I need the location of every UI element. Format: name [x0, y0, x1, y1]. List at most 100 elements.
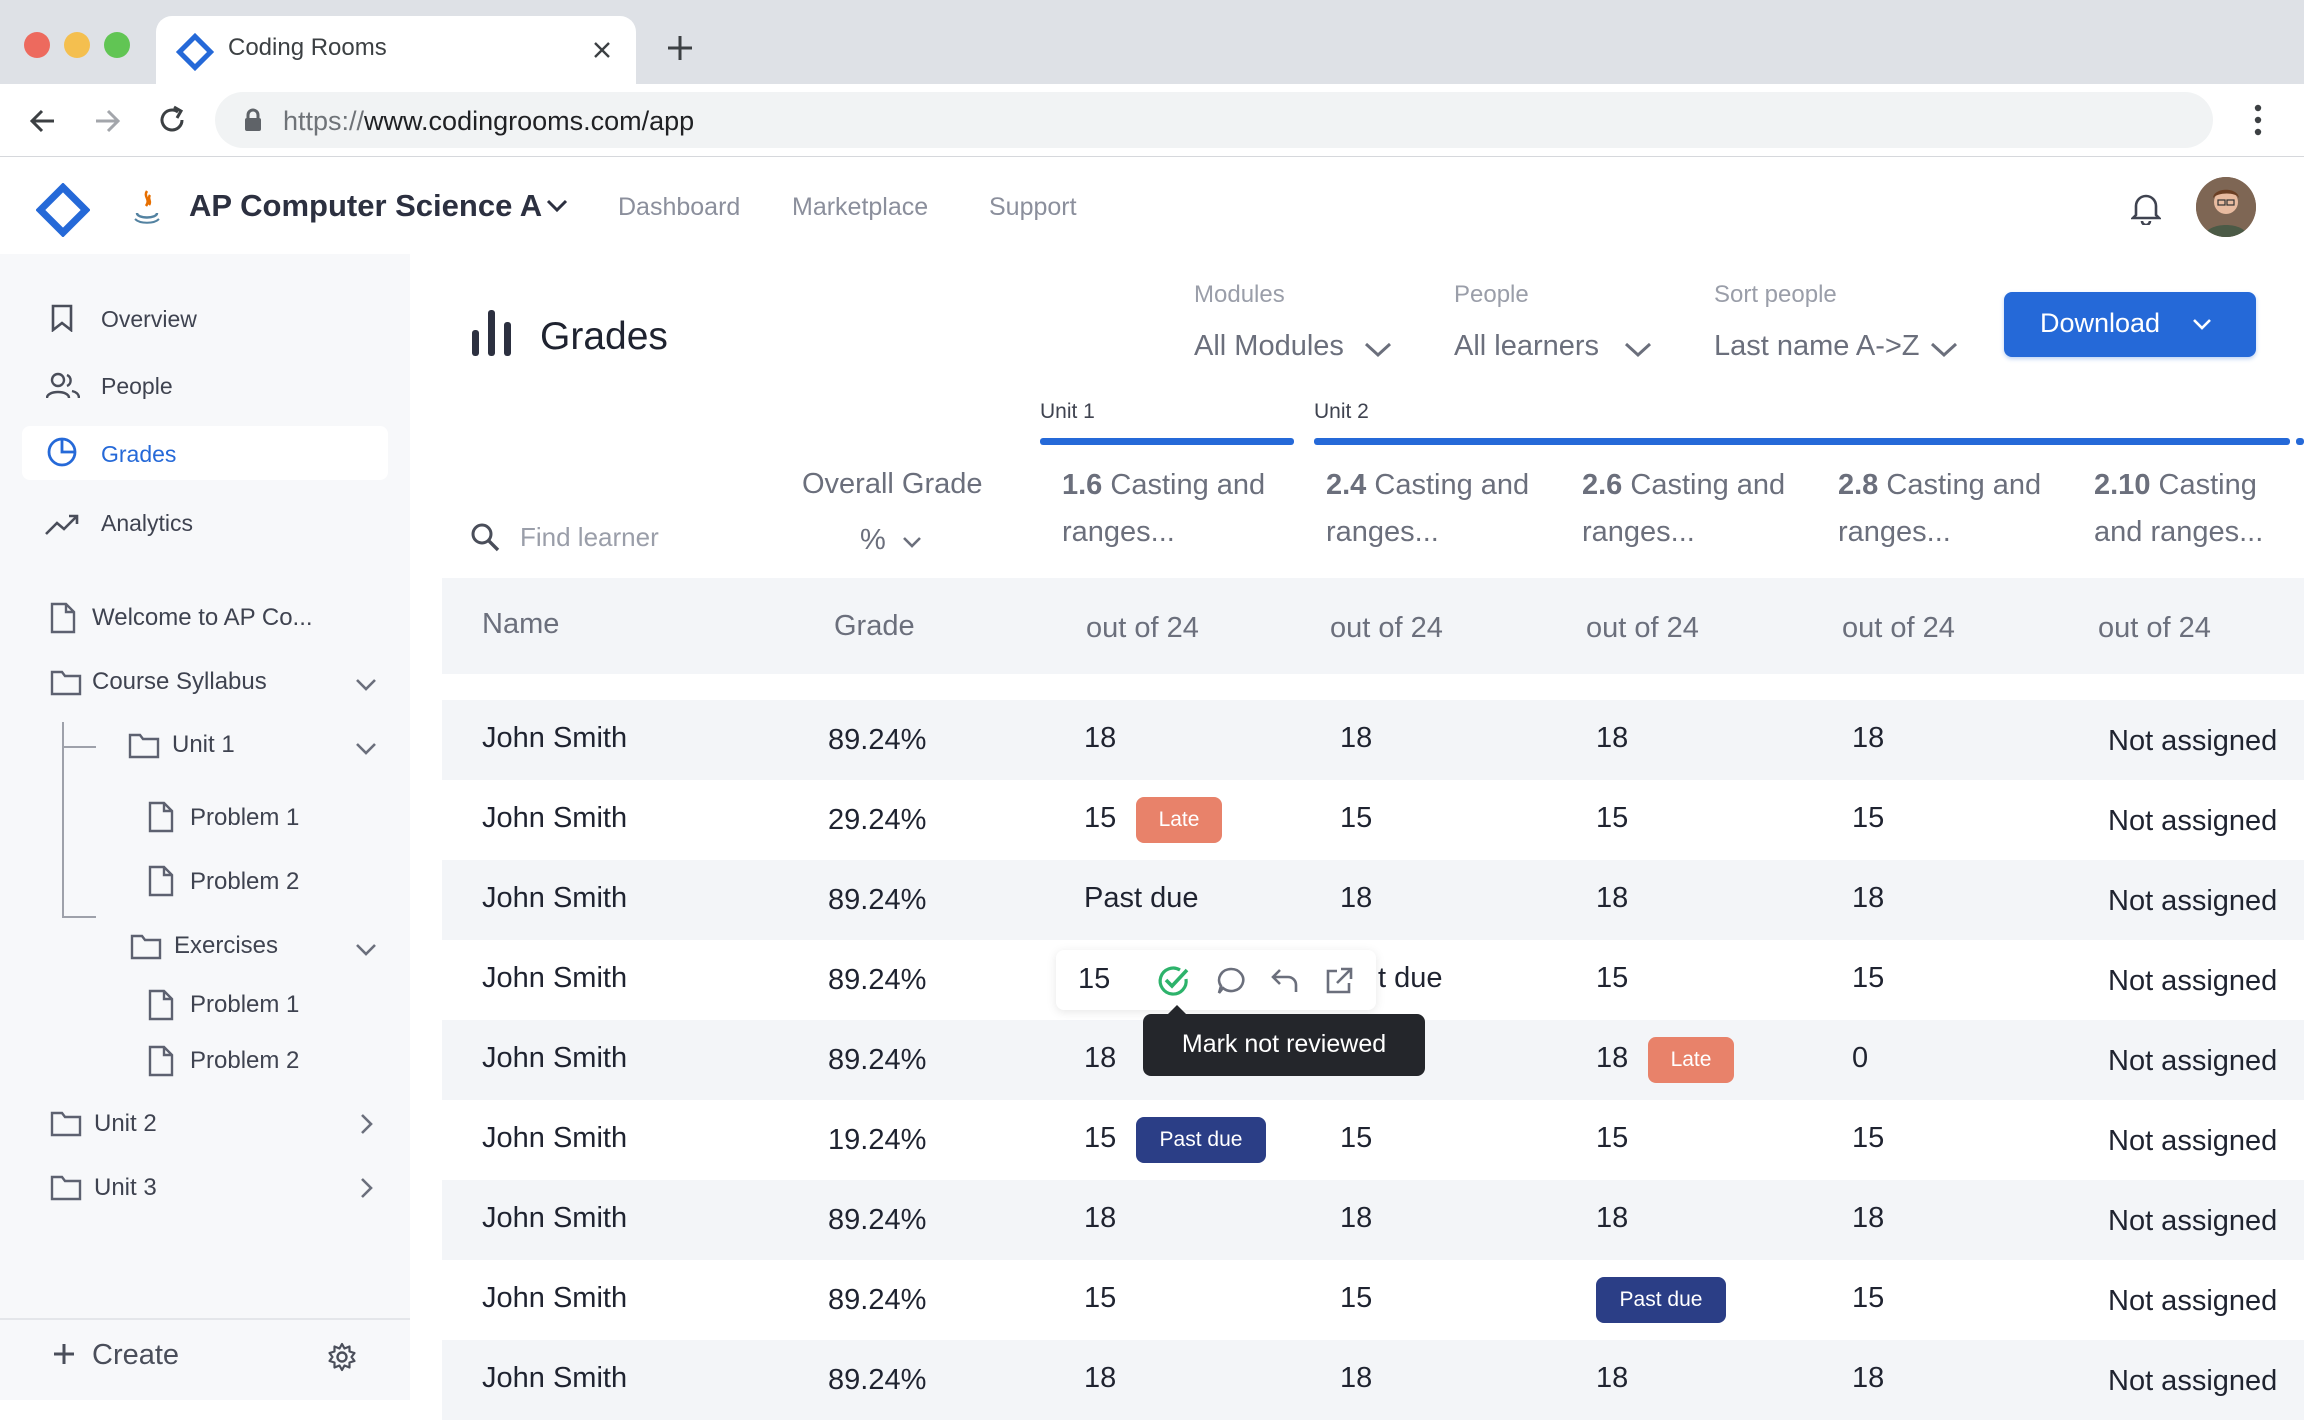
tree-item-unit-1[interactable]: Unit 1 — [172, 731, 235, 758]
new-tab-icon[interactable] — [666, 34, 694, 62]
score-value[interactable]: 18 — [1084, 1362, 1117, 1394]
score-value[interactable]: 18 — [1596, 722, 1629, 754]
browser-tab[interactable]: Coding Rooms — [156, 16, 636, 84]
score-value[interactable]: 18 — [1084, 722, 1117, 754]
tree-item-exercise-problem-1[interactable]: Problem 1 — [190, 991, 300, 1018]
reload-icon[interactable] — [156, 104, 188, 136]
tree-item-welcome[interactable]: Welcome to AP Co... — [92, 604, 313, 631]
score-value[interactable]: 18 — [1852, 722, 1885, 754]
sort-people-select[interactable]: Last name A->Z — [1714, 328, 1964, 368]
assignment-header[interactable]: 2.10 Casting and ranges... — [2094, 469, 2264, 548]
chevron-down-icon[interactable] — [355, 742, 377, 756]
chevron-down-icon[interactable] — [355, 943, 377, 957]
table-row[interactable] — [442, 780, 2304, 860]
people-filter-select[interactable]: All learners — [1454, 328, 1666, 368]
score-value[interactable]: 18 — [1852, 882, 1885, 914]
user-avatar[interactable] — [2196, 177, 2256, 237]
learner-name[interactable]: John Smith — [482, 1202, 628, 1234]
download-button[interactable]: Download — [2004, 292, 2256, 357]
learner-name[interactable]: John Smith — [482, 1122, 628, 1154]
notification-bell-icon[interactable] — [2131, 191, 2161, 225]
table-row[interactable] — [442, 700, 2304, 780]
close-tab-icon[interactable] — [592, 40, 612, 60]
score-not-assigned[interactable]: Not assigned — [2108, 1125, 2278, 1157]
modules-filter-select[interactable]: All Modules — [1194, 328, 1404, 368]
score-value[interactable]: t due — [1378, 962, 1443, 994]
score-value[interactable]: 15 — [1596, 1122, 1629, 1154]
chevron-right-icon[interactable] — [360, 1177, 374, 1199]
score-edit-value[interactable]: 15 — [1078, 963, 1111, 995]
check-circle-icon[interactable] — [1156, 964, 1190, 998]
maximize-window-button[interactable] — [104, 32, 130, 58]
table-row[interactable] — [442, 1100, 2304, 1180]
score-value[interactable]: 15 — [1084, 802, 1117, 834]
score-value[interactable]: 15 — [1596, 962, 1629, 994]
score-value[interactable]: 15 — [1084, 1122, 1117, 1154]
table-row[interactable] — [442, 860, 2304, 940]
learner-name[interactable]: John Smith — [482, 882, 628, 914]
coding-rooms-logo[interactable] — [36, 183, 90, 237]
nav-marketplace[interactable]: Marketplace — [792, 193, 929, 221]
learner-name[interactable]: John Smith — [482, 722, 628, 754]
sidebar-item-grades[interactable]: Grades — [22, 426, 388, 480]
score-value[interactable]: 18 — [1596, 1042, 1629, 1074]
score-value[interactable]: 15 — [1084, 1282, 1117, 1314]
score-value[interactable]: 15 — [1596, 802, 1629, 834]
overall-grade-unit-select[interactable]: % — [860, 522, 930, 562]
score-value[interactable]: 18 — [1852, 1362, 1885, 1394]
sidebar-item-people[interactable]: People — [101, 373, 173, 399]
score-value[interactable]: 15 — [1340, 802, 1373, 834]
tree-item-exercise-problem-2[interactable]: Problem 2 — [190, 1047, 300, 1074]
learner-name[interactable]: John Smith — [482, 1042, 628, 1074]
tree-item-course-syllabus[interactable]: Course Syllabus — [92, 668, 267, 695]
assignment-header[interactable]: 2.4 Casting and ranges... — [1326, 469, 1530, 548]
learner-name[interactable]: John Smith — [482, 1282, 628, 1314]
score-value[interactable]: 15 — [1340, 1282, 1373, 1314]
score-value[interactable]: 18 — [1084, 1202, 1117, 1234]
tree-item-problem-2[interactable]: Problem 2 — [190, 868, 300, 895]
back-arrow-icon[interactable] — [28, 106, 58, 136]
score-value[interactable]: 18 — [1084, 1042, 1117, 1074]
settings-gear-icon[interactable] — [327, 1342, 357, 1372]
learner-name[interactable]: John Smith — [482, 1362, 628, 1394]
learner-name[interactable]: John Smith — [482, 962, 628, 994]
tree-item-unit-2[interactable]: Unit 2 — [94, 1110, 157, 1137]
score-not-assigned[interactable]: Not assigned — [2108, 1205, 2278, 1237]
assignment-header[interactable]: 2.6 Casting and ranges... — [1582, 469, 1786, 548]
sidebar-item-overview[interactable]: Overview — [101, 306, 197, 332]
score-value[interactable]: 18 — [1852, 1202, 1885, 1234]
table-row[interactable] — [442, 1340, 2304, 1420]
chevron-down-icon[interactable] — [355, 678, 377, 692]
close-window-button[interactable] — [24, 32, 50, 58]
score-value[interactable]: 15 — [1852, 1122, 1885, 1154]
score-value[interactable]: 18 — [1340, 722, 1373, 754]
create-button[interactable]: Create — [92, 1339, 180, 1371]
tree-item-unit-3[interactable]: Unit 3 — [94, 1174, 157, 1201]
score-not-assigned[interactable]: Not assigned — [2108, 725, 2278, 757]
chevron-right-icon[interactable] — [360, 1113, 374, 1135]
browser-menu-icon[interactable] — [2254, 104, 2262, 136]
tree-item-exercises[interactable]: Exercises — [174, 932, 279, 959]
comment-icon[interactable] — [1216, 966, 1246, 996]
score-value[interactable]: 18 — [1340, 1362, 1373, 1394]
grade-column-header[interactable]: Grade — [834, 610, 915, 642]
find-learner-search[interactable]: Find learner — [470, 516, 770, 560]
score-value[interactable]: 15 — [1852, 802, 1885, 834]
score-value[interactable]: 18 — [1596, 1362, 1629, 1394]
score-not-assigned[interactable]: Not assigned — [2108, 1365, 2278, 1397]
nav-support[interactable]: Support — [989, 193, 1077, 221]
score-not-assigned[interactable]: Not assigned — [2108, 1045, 2278, 1077]
nav-dashboard[interactable]: Dashboard — [618, 193, 741, 221]
score-value[interactable]: 0 — [1852, 1042, 1869, 1074]
score-value[interactable]: 18 — [1340, 1202, 1373, 1234]
minimize-window-button[interactable] — [64, 32, 90, 58]
score-value[interactable]: 18 — [1340, 882, 1373, 914]
assignment-header[interactable]: 1.6 Casting and ranges... — [1062, 469, 1266, 548]
score-value[interactable]: 18 — [1596, 882, 1629, 914]
forward-arrow-icon[interactable] — [92, 106, 122, 136]
score-value[interactable]: 15 — [1340, 1122, 1373, 1154]
score-not-assigned[interactable]: Not assigned — [2108, 1285, 2278, 1317]
score-value[interactable]: Past due — [1084, 882, 1199, 914]
plus-icon[interactable] — [52, 1342, 76, 1366]
table-row[interactable] — [442, 1180, 2304, 1260]
